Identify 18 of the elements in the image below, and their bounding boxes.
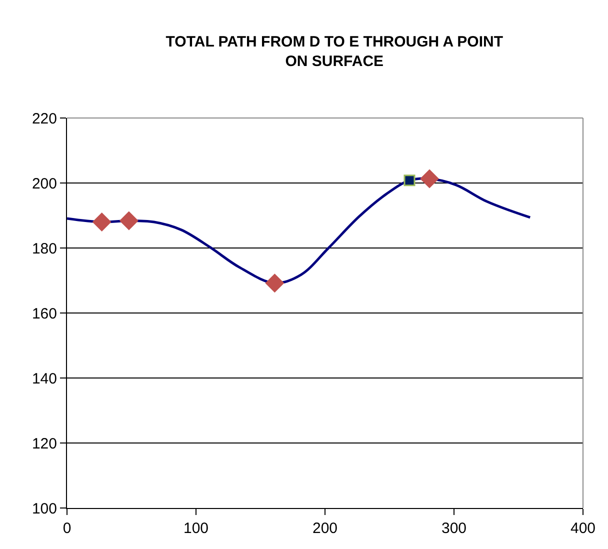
y-tick-label: 120 bbox=[32, 435, 57, 452]
point bbox=[420, 170, 439, 188]
y-tick-label: 180 bbox=[32, 240, 57, 258]
x-tick-label: 200 bbox=[312, 520, 338, 537]
y-tick-label: 100 bbox=[32, 500, 57, 518]
x-tick-label: 300 bbox=[441, 520, 467, 537]
point bbox=[404, 174, 416, 186]
point bbox=[92, 212, 112, 232]
y-tick-label: 200 bbox=[32, 175, 57, 192]
chart-title: TOTAL PATH FROM D TO E THROUGH A POINT ON SURFACE bbox=[166, 34, 504, 70]
point bbox=[120, 212, 138, 230]
y-tick-label: 160 bbox=[32, 305, 57, 322]
y-tick-label: 220 bbox=[32, 110, 57, 128]
point bbox=[265, 274, 284, 292]
x-tick-label: 0 bbox=[62, 520, 72, 537]
x-tick-label: 400 bbox=[570, 520, 596, 537]
y-tick-label: 140 bbox=[32, 370, 57, 388]
x-tick-label: 100 bbox=[183, 520, 209, 537]
